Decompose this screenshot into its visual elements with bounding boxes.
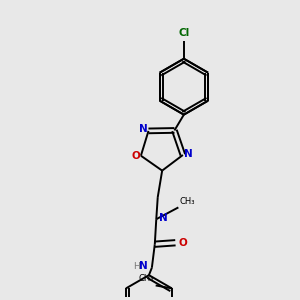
Text: O: O (179, 238, 188, 248)
Text: N: N (184, 148, 193, 158)
Text: CH₃: CH₃ (139, 274, 154, 283)
Text: N: N (159, 213, 167, 223)
Text: CH₃: CH₃ (180, 197, 195, 206)
Text: N: N (139, 124, 148, 134)
Text: O: O (131, 151, 140, 161)
Text: H: H (133, 262, 140, 271)
Text: N: N (139, 261, 148, 271)
Text: Cl: Cl (178, 28, 190, 38)
